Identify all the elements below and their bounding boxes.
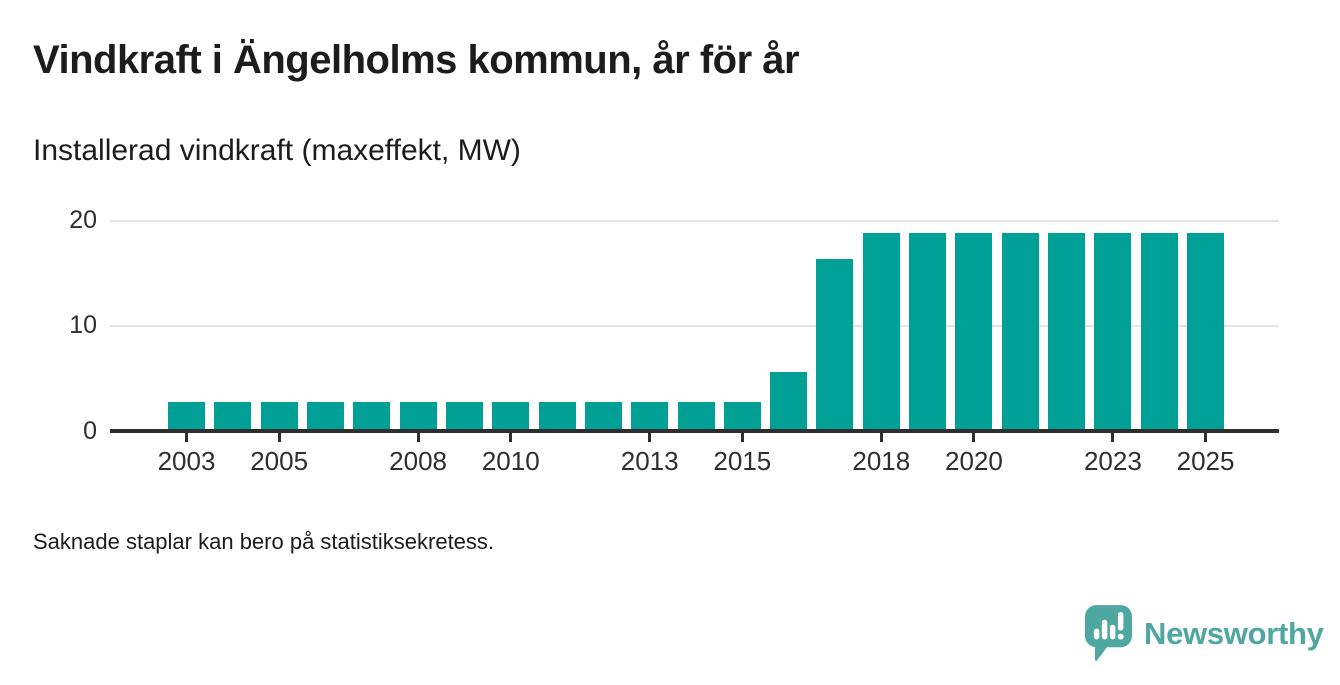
bar-2004 (214, 401, 252, 431)
bar-2010 (492, 401, 530, 431)
chart-subtitle: Installerad vindkraft (maxeffekt, MW) (33, 134, 521, 167)
x-tick-2008 (416, 433, 420, 442)
newsworthy-speech-bubble-chart-icon (1085, 605, 1132, 662)
bar-2016 (770, 372, 808, 431)
x-axis-label-2003: 2003 (157, 446, 216, 476)
bar-2019 (909, 233, 947, 431)
y-axis-label-10: 10 (69, 311, 97, 340)
x-axis-label-2010: 2010 (481, 446, 540, 476)
newsworthy-logo: Newsworthy (1085, 605, 1324, 662)
bar-2011 (538, 401, 576, 431)
bar-2006 (306, 401, 344, 431)
bar-2007 (353, 401, 391, 431)
x-tick-2003 (185, 433, 188, 442)
bar-2005 (260, 401, 298, 431)
x-tick-2015 (740, 433, 744, 442)
x-tick-2010 (509, 433, 513, 442)
footer-note: Saknade staplar kan bero på statistiksek… (33, 529, 495, 554)
x-axis-label-2013: 2013 (620, 446, 679, 476)
bar-2020 (955, 233, 993, 431)
bar-2021 (1001, 233, 1039, 431)
x-tick-2025 (1204, 433, 1208, 442)
bar-2015 (723, 401, 761, 431)
x-axis-label-2008: 2008 (389, 446, 448, 476)
x-tick-2020 (972, 433, 976, 442)
bar-2003 (168, 401, 205, 431)
x-axis-label-2023: 2023 (1083, 446, 1142, 476)
plot-area: 0 10 20 2003 2005 2008 2010 2013 2015 2018 2020 202… (69, 206, 1279, 476)
y-axis-label-20: 20 (69, 206, 97, 234)
bar-2009 (445, 401, 483, 431)
x-axis-label-2025: 2025 (1176, 446, 1235, 476)
bar-2017 (816, 259, 854, 431)
newsworthy-logo-text: Newsworthy (1144, 615, 1324, 651)
x-axis-label-2005: 2005 (250, 446, 309, 476)
gridline-10 (110, 324, 1279, 327)
bar-2014 (677, 401, 715, 431)
bar-2022 (1048, 233, 1086, 431)
x-tick-2005 (277, 433, 281, 442)
bar-2024 (1140, 233, 1178, 431)
x-tick-2023 (1111, 433, 1115, 442)
bar-2013 (631, 401, 669, 431)
x-tick-2018 (879, 433, 883, 442)
bar-2008 (399, 401, 437, 431)
bar-2012 (584, 401, 622, 431)
x-axis-label-2015: 2015 (713, 446, 772, 476)
x-axis-label-2020: 2020 (945, 446, 1003, 476)
x-axis-line (110, 429, 1279, 433)
bar-2023 (1094, 233, 1132, 431)
chart-title: Vindkraft i Ängelholms kommun, år för år (33, 38, 800, 82)
bar-2025 (1187, 233, 1225, 431)
x-axis-label-2018: 2018 (852, 446, 911, 476)
x-tick-2013 (648, 433, 652, 442)
y-axis-label-0: 0 (83, 416, 97, 445)
bar-2018 (862, 233, 900, 431)
gridline-20 (110, 219, 1279, 222)
